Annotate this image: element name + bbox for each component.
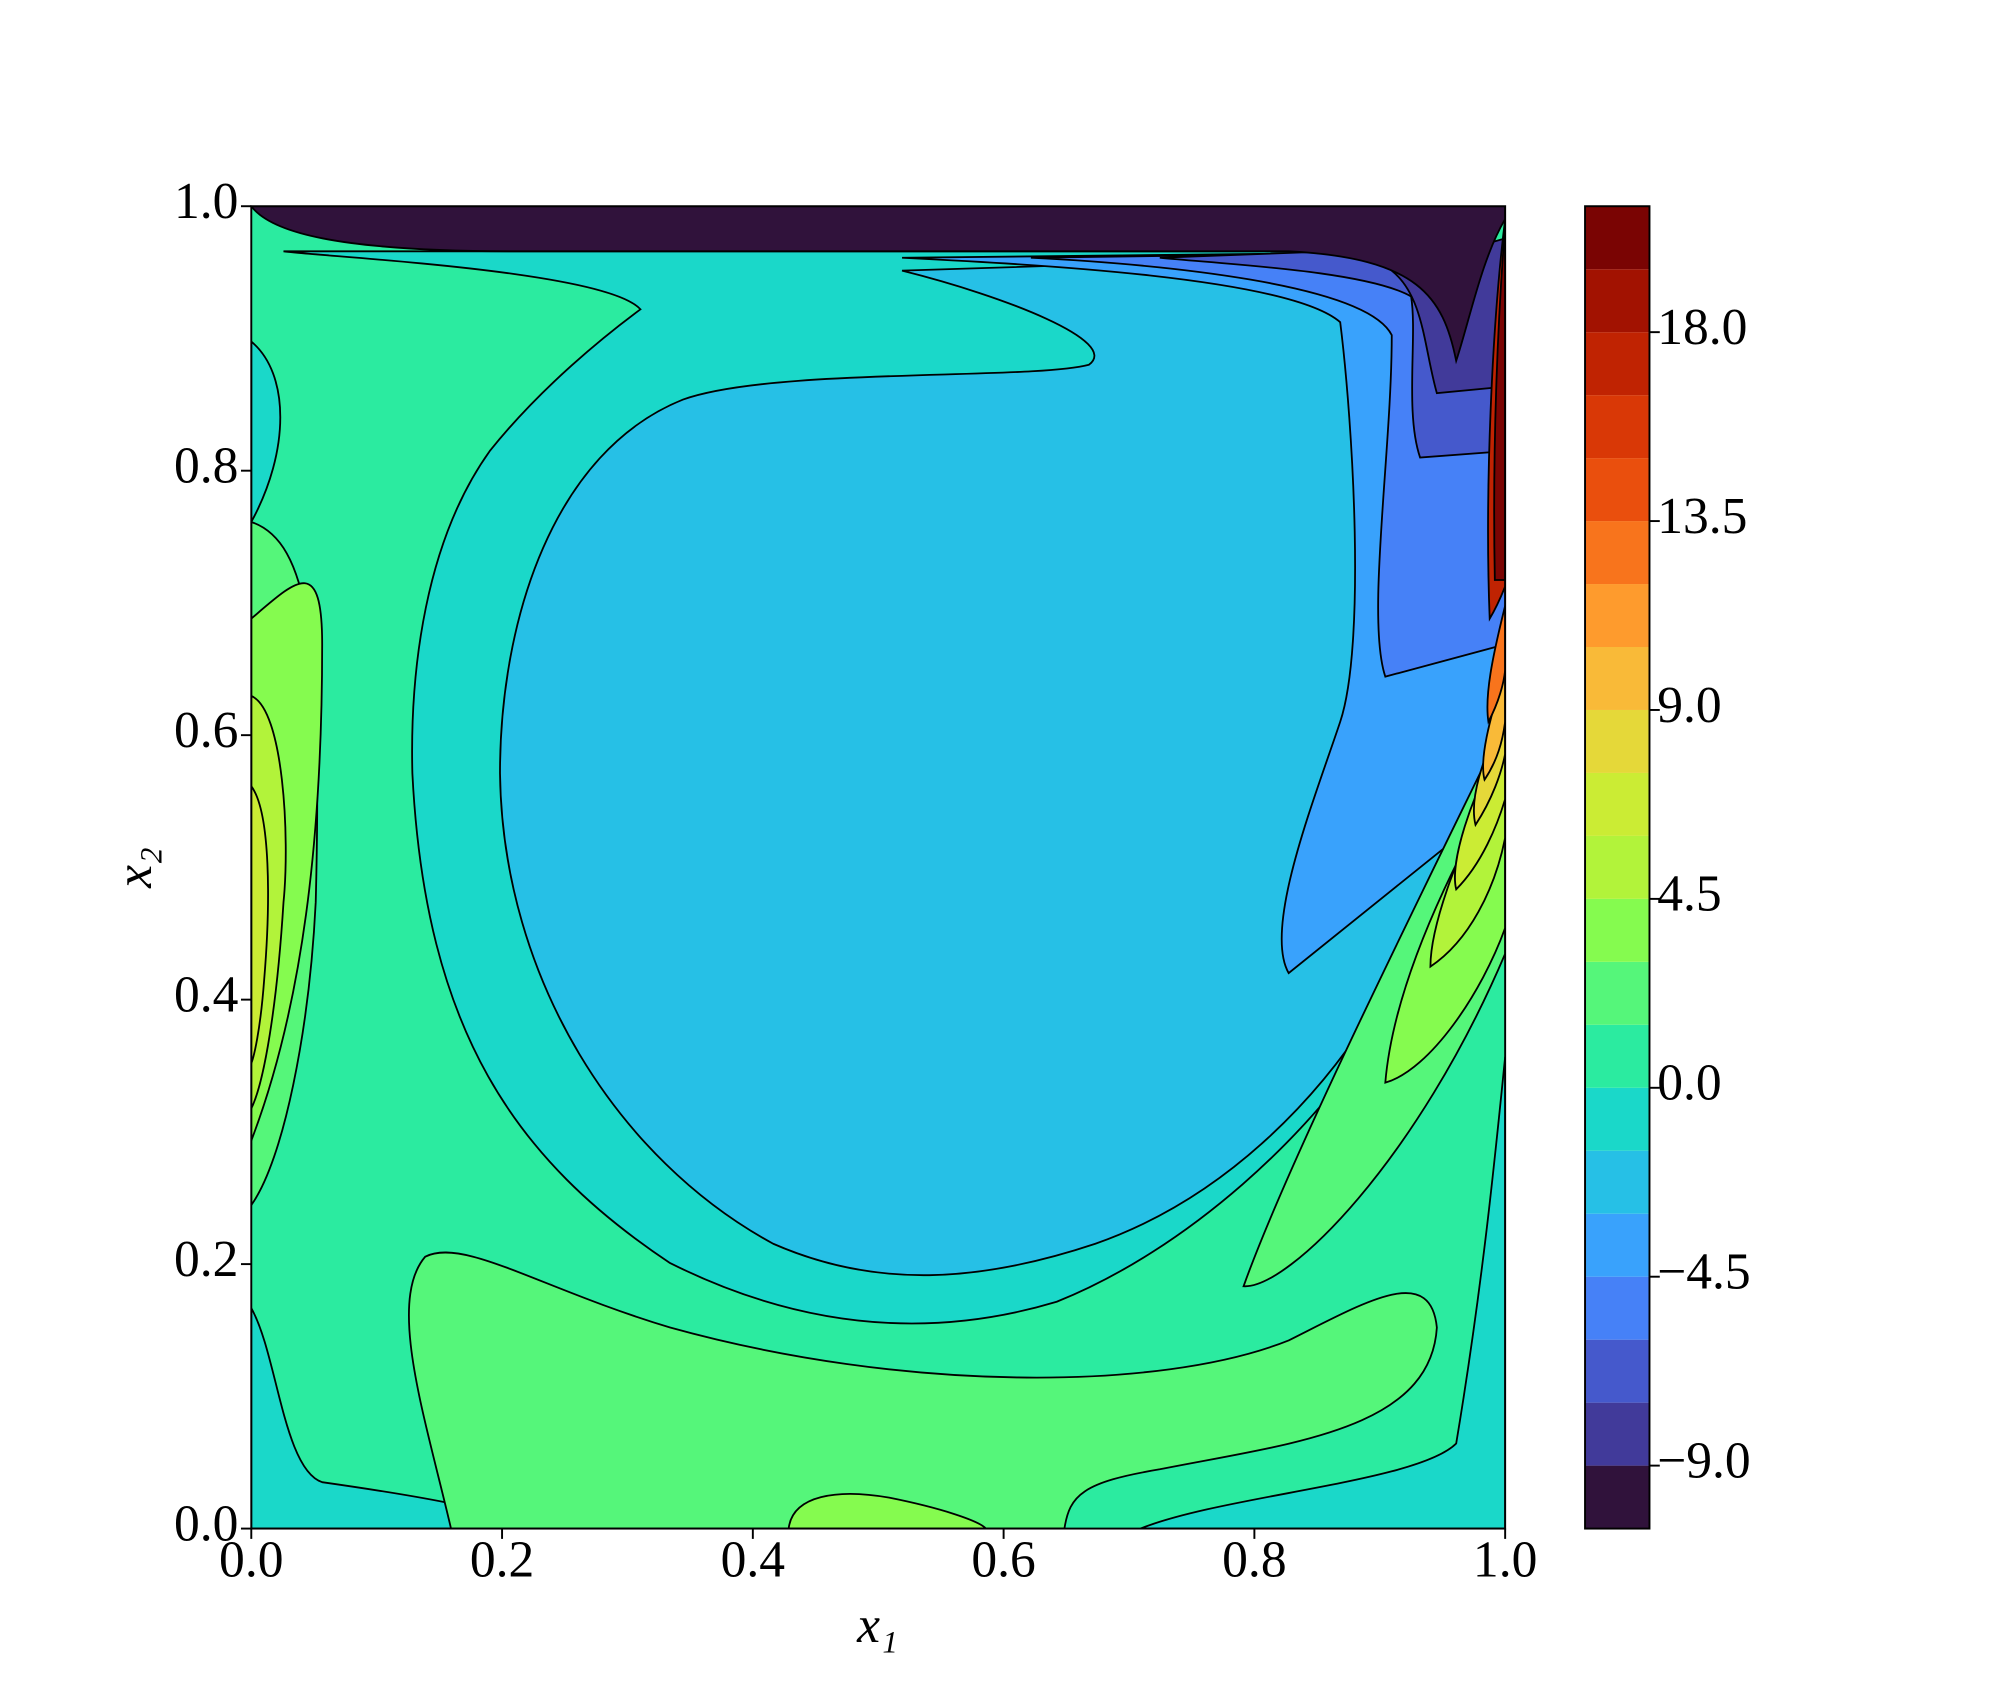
contour-region	[1493, 225, 1506, 581]
x-tick-label: 1.0	[1473, 1531, 1537, 1588]
colorbar-band	[1585, 521, 1650, 585]
contour-region	[1486, 605, 1506, 725]
x-tick-label: 0.4	[721, 1531, 785, 1588]
contour-region	[251, 340, 282, 523]
colorbar-band	[1585, 961, 1650, 1025]
contour-region	[1242, 721, 1506, 1288]
colorbar-band	[1585, 1213, 1650, 1277]
colorbar-band	[1585, 1465, 1650, 1529]
contour-field	[251, 206, 1506, 1529]
colorbar-tick-label: 18.0	[1657, 299, 1747, 356]
y-tick-label: 0.6	[174, 702, 238, 759]
plot-frame	[250, 205, 1507, 1530]
y-tick-label: 1.0	[174, 173, 238, 230]
colorbar-band	[1585, 269, 1650, 333]
contour-region	[408, 1251, 1438, 1529]
colorbar-band	[1585, 709, 1650, 773]
x-tick-label: 0.2	[470, 1531, 534, 1588]
colorbar-tick-label: 13.5	[1657, 488, 1747, 545]
colorbar-frame	[1584, 205, 1651, 1530]
x-axis-label: x₁	[856, 1597, 898, 1654]
colorbar-band	[1585, 1024, 1650, 1088]
colorbar-band	[1585, 206, 1650, 270]
colorbar-band	[1585, 1087, 1650, 1151]
colorbar-band	[1585, 1150, 1650, 1214]
y-tick-label: 0.0	[174, 1495, 238, 1552]
contour-region	[787, 1493, 988, 1529]
colorbar-tick-label: −4.5	[1657, 1244, 1751, 1301]
colorbar-band	[1585, 458, 1650, 522]
x-tick-label: 0.6	[971, 1531, 1035, 1588]
colorbar-band	[1585, 584, 1650, 648]
colorbar-band	[1585, 647, 1650, 710]
y-tick-label: 0.4	[174, 966, 238, 1023]
y-axis-label: x₂	[106, 847, 163, 889]
colorbar-tick-label: 4.5	[1657, 866, 1721, 923]
colorbar-band	[1585, 332, 1650, 396]
y-tick-label: 0.8	[174, 438, 238, 495]
colorbar-band	[1585, 898, 1650, 962]
contour-region	[251, 784, 269, 1064]
y-tick-label: 0.2	[174, 1231, 238, 1288]
colorbar-band	[1585, 835, 1650, 899]
contour-region	[1140, 1056, 1506, 1529]
contour-region	[902, 250, 1506, 975]
colorbar-band	[1585, 1276, 1650, 1340]
colorbar-band	[1585, 395, 1650, 459]
colorbar-tick-label: 0.0	[1657, 1055, 1721, 1112]
x-tick-label: 0.8	[1222, 1531, 1286, 1588]
contour-region	[251, 206, 1506, 365]
colorbar-band	[1585, 1402, 1650, 1466]
contour-region	[1030, 250, 1506, 678]
colorbar-band	[1585, 1339, 1650, 1403]
colorbar-tick-label: 9.0	[1657, 677, 1721, 734]
colorbar-band	[1585, 772, 1650, 836]
x-tick-label: 0.0	[219, 1531, 283, 1588]
colorbar-tick-label: −9.0	[1657, 1432, 1751, 1489]
